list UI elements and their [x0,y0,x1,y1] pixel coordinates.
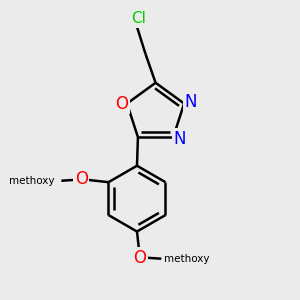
Text: O: O [133,249,146,267]
Text: methoxy: methoxy [9,176,54,186]
Text: N: N [173,130,186,148]
Text: O: O [75,170,88,188]
Text: O: O [116,94,128,112]
Text: N: N [184,93,197,111]
Text: methoxy: methoxy [164,254,210,264]
Text: Cl: Cl [131,11,146,26]
